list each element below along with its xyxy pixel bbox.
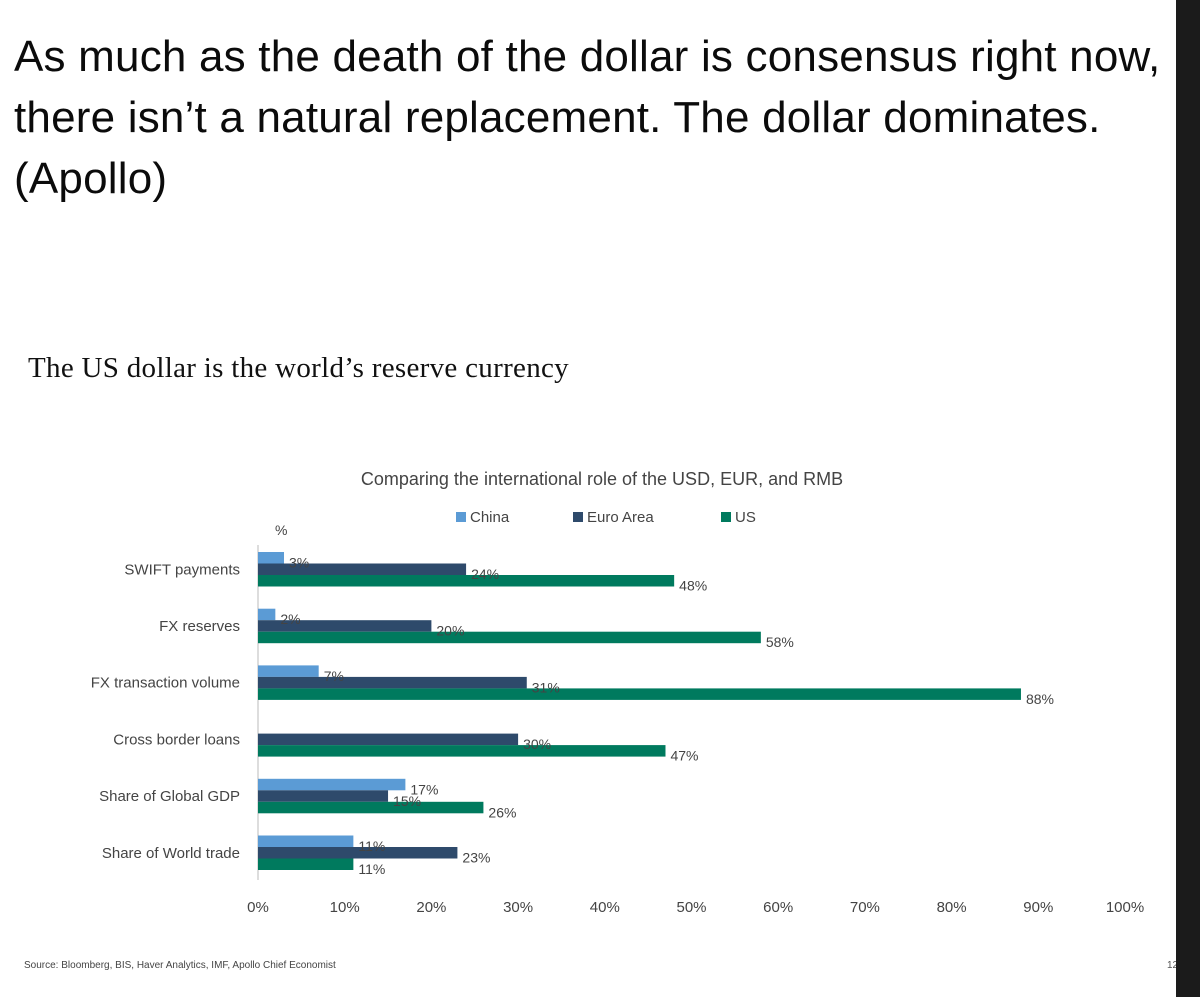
data-label-us-share-of-world-trade: 11% [358,861,385,877]
data-label-euro-area-share-of-world-trade: 23% [462,850,490,866]
bar-us-swift-payments [258,575,675,587]
data-label-euro-area-fx-reserves: 20% [436,623,464,639]
legend: China Euro Area US [456,509,756,526]
category-label-fx-reserves: FX reserves [159,618,240,635]
data-label-us-fx-reserves: 58% [766,634,794,650]
x-tick-label-100: 100% [1106,899,1144,916]
legend-label-china: China [470,509,510,526]
x-tick-label-20: 20% [416,899,446,916]
category-label-fx-transaction-volume: FX transaction volume [91,675,240,692]
x-tick-label-30: 30% [503,899,533,916]
data-label-china-swift-payments: 3% [289,555,309,571]
data-label-china-share-of-global-gdp: 17% [410,781,438,797]
data-label-us-cross-border-loans: 47% [670,748,698,764]
bar-china-fx-reserves [258,608,276,621]
bar-euro-area-fx-transaction-volume [258,676,527,689]
legend-label-us: US [735,509,756,526]
slide-title: The US dollar is the world’s reserve cur… [28,352,569,384]
data-label-euro-area-swift-payments: 24% [471,566,499,582]
data-label-euro-area-fx-transaction-volume: 31% [532,679,560,695]
x-axis-ticks: 0% 10% 20% 30% 40% 50% 60% 70% 80% 90% 100% [247,899,1144,916]
data-label-china-fx-reserves: 2% [280,611,300,627]
bar-china-swift-payments [258,552,285,564]
data-label-euro-area-share-of-global-gdp: 15% [393,793,421,809]
category-label-swift-payments: SWIFT payments [124,561,240,578]
bar-us-share-of-global-gdp [258,801,484,814]
page-number: 12 [1167,960,1176,971]
x-tick-label-80: 80% [937,899,967,916]
data-label-china-share-of-world-trade: 11% [358,838,385,854]
legend-swatch-china [456,512,466,522]
x-tick-label-60: 60% [763,899,793,916]
data-label-euro-area-cross-border-loans: 30% [523,736,551,752]
bar-euro-area-share-of-global-gdp [258,790,389,802]
legend-swatch-euro-area [573,512,583,522]
bar-euro-area-swift-payments [258,563,467,575]
x-tick-label-50: 50% [676,899,706,916]
data-label-us-share-of-global-gdp: 26% [488,804,516,820]
data-label-china-fx-transaction-volume: 7% [324,668,344,684]
bar-euro-area-cross-border-loans [258,733,519,746]
x-tick-label-70: 70% [850,899,880,916]
legend-label-euro-area: Euro Area [587,509,654,526]
bar-euro-area-share-of-world-trade [258,847,458,859]
legend-swatch-us [721,512,731,522]
bar-china-share-of-world-trade [258,835,354,847]
bar-us-fx-transaction-volume [258,688,1021,700]
bar-us-fx-reserves [258,631,761,644]
bar-china-fx-transaction-volume [258,665,319,677]
x-tick-label-90: 90% [1023,899,1053,916]
bar-us-share-of-world-trade [258,858,354,870]
category-label-share-of-world-trade: Share of World trade [102,845,240,862]
bar-china-share-of-global-gdp [258,778,406,791]
bar-euro-area-fx-reserves [258,620,432,632]
x-tick-label-10: 10% [330,899,360,916]
headline: As much as the death of the dollar is co… [14,32,1161,203]
source-note: Source: Bloomberg, BIS, Haver Analytics,… [24,960,336,971]
x-tick-label-0: 0% [247,899,269,916]
chart-title: Comparing the international role of the … [361,469,843,489]
category-label-share-of-global-gdp: Share of Global GDP [99,788,240,805]
unit-label: % [275,522,287,538]
data-label-us-fx-transaction-volume: 88% [1026,691,1054,707]
bars [258,552,1021,870]
category-label-cross-border-loans: Cross border loans [113,731,240,748]
data-label-us-swift-payments: 48% [679,578,707,594]
data-labels: 3% 24% 48% 2% 20% 58% 7% 31% 88% 30% 47% 17%15% 26% 1… [280,555,1054,878]
x-tick-label-40: 40% [590,899,620,916]
category-labels: SWIFT payments FX reserves FX transaction … [91,561,240,862]
bar-us-cross-border-loans [258,745,666,757]
